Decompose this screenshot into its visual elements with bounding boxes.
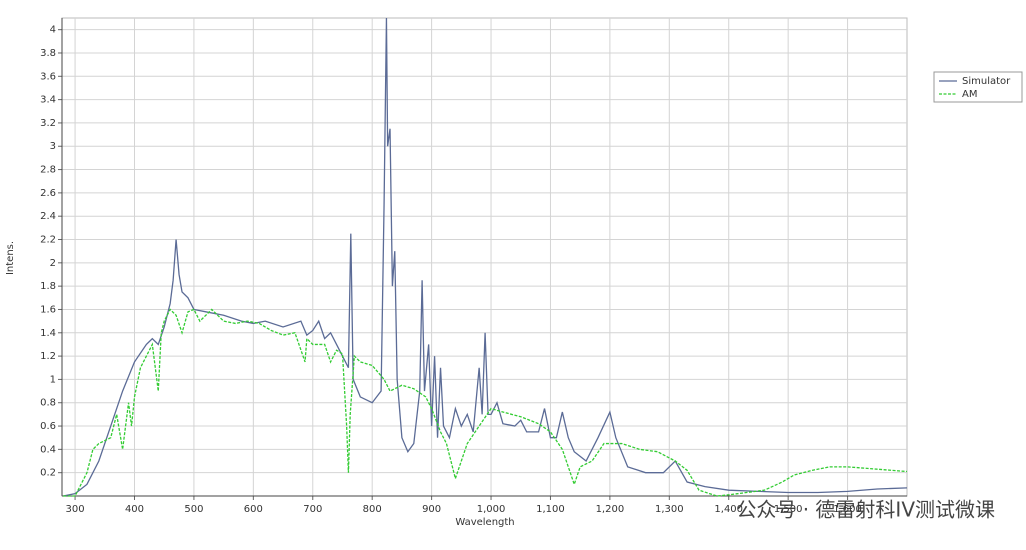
x-tick-label: 1,200 (596, 504, 625, 515)
y-tick-label: 3.4 (40, 95, 56, 106)
x-tick-label: 600 (244, 504, 263, 515)
y-tick-label: 1.8 (40, 281, 56, 292)
x-tick-label: 1,600 (833, 504, 862, 515)
x-tick-label: 300 (66, 504, 85, 515)
y-tick-label: 1.2 (40, 351, 56, 362)
y-tick-label: 2.6 (40, 188, 56, 199)
y-tick-label: 2.4 (40, 211, 56, 222)
legend-label: Simulator (962, 76, 1011, 87)
y-tick-label: 4 (50, 25, 56, 36)
x-tick-label: 1,100 (536, 504, 565, 515)
x-tick-label: 1,400 (714, 504, 743, 515)
y-tick-label: 2.8 (40, 165, 56, 176)
plot-area (61, 17, 908, 497)
y-tick-label: 0.8 (40, 398, 56, 409)
x-axis-label: Wavelength (455, 517, 514, 528)
y-tick-label: 0.2 (40, 468, 56, 479)
y-tick-label: 3.2 (40, 118, 56, 129)
y-tick-label: 3.6 (40, 71, 56, 82)
watermark: 公众号 · 德雷射科IV测试微课 (736, 498, 995, 522)
legend-label: AM (962, 89, 977, 100)
y-axis-label: Intens. (5, 241, 16, 275)
legend-box (933, 71, 1023, 103)
x-tick-label: 1,300 (655, 504, 684, 515)
y-tick-label: 3.8 (40, 48, 56, 59)
x-tick-label: 500 (184, 504, 203, 515)
series-line (63, 17, 908, 497)
x-tick-label: 900 (422, 504, 441, 515)
x-tick-label: 1,000 (477, 504, 506, 515)
series-line (63, 308, 908, 497)
x-tick-label: 1,500 (774, 504, 803, 515)
y-tick-label: 2.2 (40, 235, 56, 246)
x-tick-label: 400 (125, 504, 144, 515)
y-tick-label: 0.6 (40, 421, 56, 432)
y-tick-label: 0.4 (40, 444, 56, 455)
x-tick-label: 800 (363, 504, 382, 515)
y-tick-label: 1.4 (40, 328, 56, 339)
y-tick-label: 1 (50, 374, 56, 385)
y-tick-label: 3 (50, 141, 56, 152)
y-tick-label: 1.6 (40, 304, 56, 315)
y-tick-label: 2 (50, 258, 56, 269)
x-tick-label: 700 (303, 504, 322, 515)
